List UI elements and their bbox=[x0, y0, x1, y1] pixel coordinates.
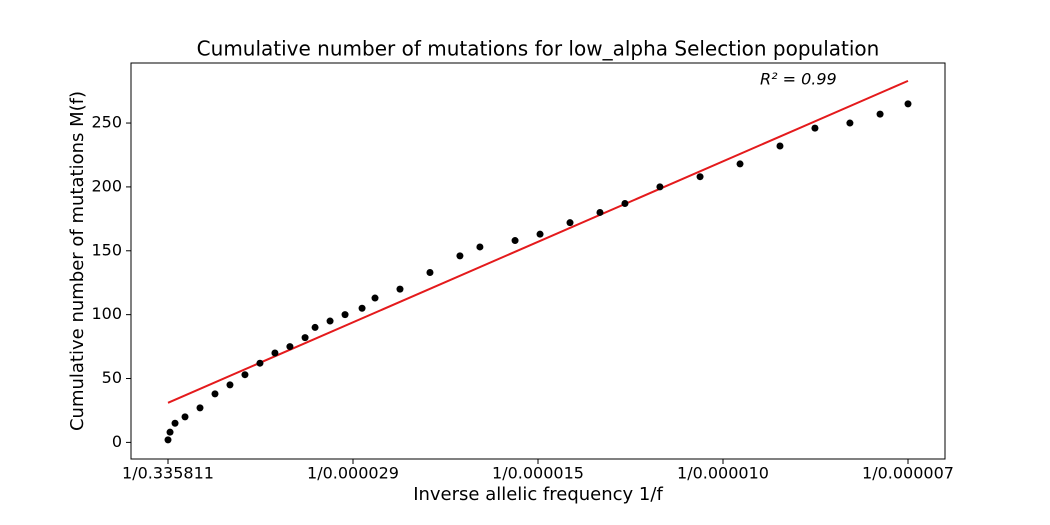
data-point bbox=[476, 243, 484, 251]
data-point bbox=[696, 173, 704, 181]
data-point bbox=[426, 268, 434, 276]
chart-title: Cumulative number of mutations for low_a… bbox=[197, 37, 880, 61]
y-tick-label: 250 bbox=[91, 113, 122, 132]
y-tick-label: 150 bbox=[91, 240, 122, 259]
data-point bbox=[811, 124, 819, 132]
x-tick-label: 1/0.000015 bbox=[492, 464, 584, 483]
x-tick-label: 1/0.000007 bbox=[862, 464, 954, 483]
data-point bbox=[286, 343, 294, 351]
data-point bbox=[226, 381, 234, 389]
data-point bbox=[371, 294, 379, 302]
y-tick-label: 50 bbox=[102, 368, 122, 387]
data-point bbox=[358, 304, 366, 312]
fit-line bbox=[167, 79, 909, 404]
data-point bbox=[536, 230, 544, 238]
annotation: R² = 0.99 bbox=[760, 70, 837, 89]
data-point bbox=[241, 371, 249, 379]
data-point bbox=[904, 100, 912, 108]
data-point bbox=[656, 183, 664, 191]
data-point bbox=[271, 349, 279, 357]
data-point bbox=[341, 311, 349, 319]
data-point bbox=[456, 252, 464, 260]
data-point bbox=[211, 390, 219, 398]
y-axis-label: Cumulative number of mutations M(f) bbox=[67, 91, 88, 431]
data-point bbox=[776, 142, 784, 150]
data-point bbox=[171, 419, 179, 427]
data-point bbox=[256, 359, 264, 367]
data-point bbox=[396, 285, 404, 293]
x-axis-label: Inverse allelic frequency 1/f bbox=[413, 484, 663, 505]
data-point bbox=[326, 317, 334, 325]
x-tick-label: 1/0.335811 bbox=[122, 464, 214, 483]
y-tick-label: 200 bbox=[91, 176, 122, 195]
x-tick-label: 1/0.000010 bbox=[677, 464, 769, 483]
data-point bbox=[736, 160, 744, 168]
data-point bbox=[511, 237, 519, 245]
data-point bbox=[621, 200, 629, 208]
data-point bbox=[181, 413, 189, 421]
x-tick-label: 1/0.000029 bbox=[307, 464, 399, 483]
data-point bbox=[164, 436, 172, 444]
data-point bbox=[301, 334, 309, 342]
y-tick-label: 0 bbox=[112, 432, 122, 451]
data-point bbox=[596, 208, 604, 216]
data-point bbox=[166, 428, 174, 436]
y-tick-label: 100 bbox=[91, 304, 122, 323]
data-point bbox=[876, 110, 884, 118]
data-point bbox=[196, 404, 204, 412]
data-point bbox=[311, 323, 319, 331]
plot-frame bbox=[130, 62, 946, 460]
data-point bbox=[566, 219, 574, 227]
data-point bbox=[846, 119, 854, 127]
